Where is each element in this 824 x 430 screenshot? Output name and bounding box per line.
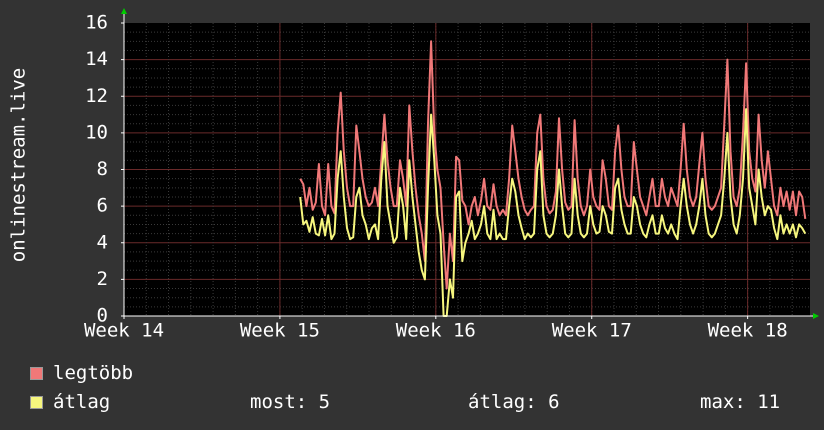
y-ticks: 0 2 4 6 8 10 12 14 16 [85,12,124,327]
legend-item-avg: átlag [30,391,110,413]
y-tick-label: 6 [97,195,108,217]
x-axis-arrow-icon [813,313,819,319]
y-tick-label: 8 [97,158,108,180]
series-line-avg [299,108,807,317]
series-line-max [299,40,807,290]
x-tick-label: Week 14 [84,320,164,342]
stat-average: átlag: 6 [468,391,560,413]
y-tick-label: 4 [97,231,108,253]
x-tick-label: Week 16 [396,320,476,342]
legend-swatch-max [30,367,43,380]
legend-label-avg: átlag [53,391,111,413]
y-tick-label: 14 [85,48,108,70]
stat-current: most: 5 [250,391,331,413]
x-tick-label: Week 17 [552,320,632,342]
y-tick-label: 0 [97,305,108,327]
y-tick-label: 16 [85,12,108,34]
stat-max: max: 11 [700,391,781,413]
x-ticks: Week 14 Week 15 Week 16 Week 17 Week 18 [84,316,788,342]
y-axis-label: onlinestream.live [8,68,30,262]
legend-swatch-avg [30,396,43,409]
legend-label-max: legtöbb [53,362,134,384]
axes [121,8,819,319]
series-layer [299,40,807,317]
x-tick-label: Week 18 [708,320,788,342]
legend-item-max: legtöbb [30,362,133,384]
x-tick-label: Week 15 [240,320,320,342]
y-axis-arrow-icon [121,8,127,14]
y-tick-label: 12 [85,85,108,107]
grid [124,23,810,316]
y-tick-label: 10 [85,121,108,143]
y-tick-label: 2 [97,268,108,290]
